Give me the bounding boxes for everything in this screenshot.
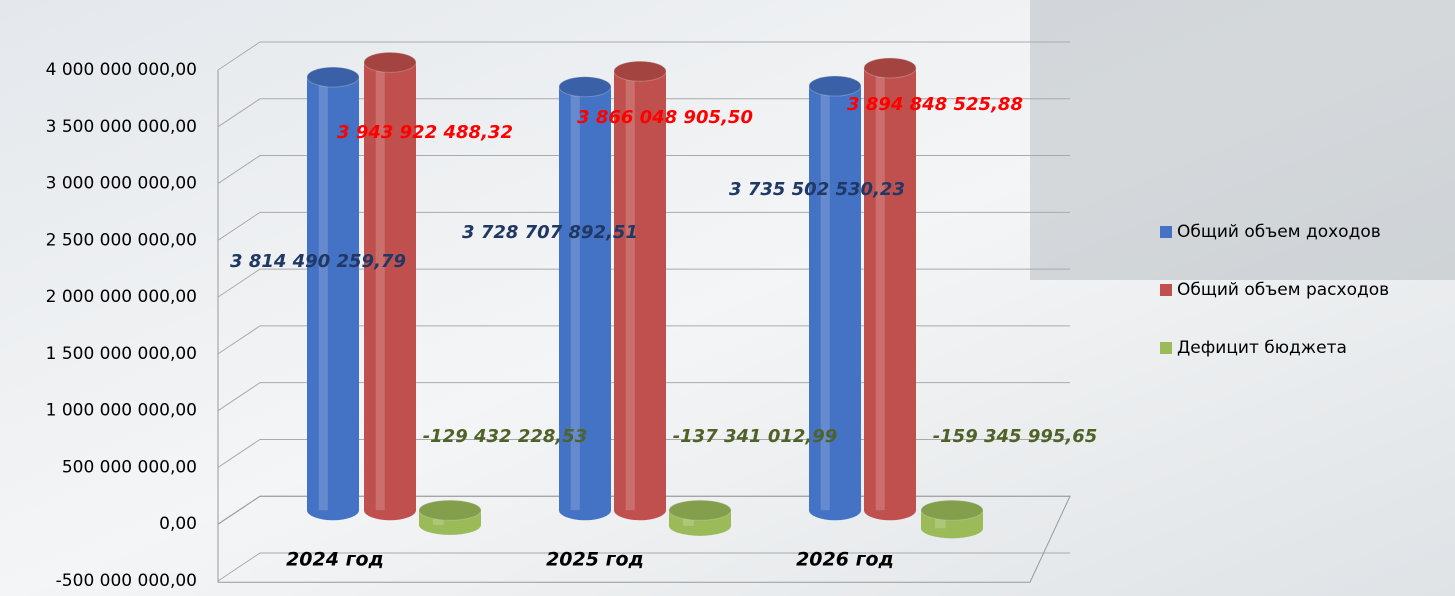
grid-line [217, 268, 1070, 298]
grid-line [217, 98, 1070, 128]
legend-label: Общий объем доходов [1177, 222, 1381, 242]
x-tick-label: 2026 год [796, 549, 894, 571]
bar-part [318, 77, 328, 511]
bar-part [364, 62, 416, 511]
bar-part [570, 86, 580, 511]
legend-swatch [1160, 226, 1172, 238]
value-label: -137 341 012,99 [673, 426, 838, 447]
value-label: 3 943 922 488,32 [337, 122, 513, 143]
bar-part [307, 77, 359, 511]
legend-label: Общий объем расходов [1177, 280, 1389, 300]
bar-part [418, 499, 482, 521]
bar [558, 76, 612, 521]
value-label: -129 432 228,53 [423, 426, 588, 447]
bar-part [875, 67, 885, 511]
bar [808, 75, 862, 521]
value-label: -159 345 995,65 [933, 426, 1098, 447]
bar-part [306, 66, 360, 88]
grid-line [217, 382, 1070, 412]
bar [613, 60, 667, 521]
bar [363, 51, 417, 521]
bar [668, 499, 732, 536]
y-tick-label: 1 000 000 000,00 [46, 401, 197, 421]
bar [863, 57, 917, 521]
grid-line [217, 325, 1070, 355]
y-tick-label: 3 000 000 000,00 [46, 174, 197, 194]
bar-part [613, 60, 667, 82]
legend-swatch [1160, 342, 1172, 354]
value-label: 3 735 502 530,23 [729, 179, 905, 200]
floor [217, 495, 1071, 583]
y-tick-label: 1 500 000 000,00 [46, 344, 197, 364]
y-tick-label: 2 000 000 000,00 [46, 287, 197, 307]
bar-part [864, 67, 916, 511]
grid-line [217, 155, 1070, 184]
y-tick-label: 0,00 [159, 514, 197, 534]
bar-part [559, 86, 611, 511]
grid-line [217, 552, 1070, 582]
legend-swatch [1160, 284, 1172, 296]
bar-part [809, 86, 861, 511]
bar [418, 499, 482, 535]
y-tick-label: -500 000 000,00 [56, 571, 197, 591]
bar-part [625, 71, 635, 511]
legend-label: Дефицит бюджета [1177, 338, 1347, 358]
y-tick-label: 2 500 000 000,00 [46, 230, 197, 250]
y-tick-label: 500 000 000,00 [62, 457, 197, 477]
bar-part [863, 57, 917, 79]
bar-part [375, 62, 385, 511]
grid-line [217, 211, 1070, 241]
bar-part [363, 51, 417, 73]
grid-line [217, 41, 1070, 71]
value-label: 3 866 048 905,50 [577, 107, 753, 128]
y-tick-label: 4 000 000 000,00 [46, 60, 197, 80]
value-label: 3 728 707 892,51 [462, 222, 638, 243]
bar-part [614, 71, 666, 511]
value-label: 3 894 848 525,88 [847, 94, 1023, 115]
grid-line [217, 438, 1070, 468]
bar-part [820, 86, 830, 511]
bar-part [920, 499, 984, 521]
y-tick-label: 3 500 000 000,00 [46, 117, 197, 137]
bar-part [808, 75, 862, 97]
bar-part [668, 499, 732, 521]
bar [920, 499, 984, 539]
x-tick-label: 2024 год [286, 549, 384, 571]
x-tick-label: 2025 год [546, 549, 644, 571]
background-keyboard [1030, 0, 1455, 280]
bar-part [558, 76, 612, 98]
bar [306, 66, 360, 521]
value-label: 3 814 490 259,79 [230, 251, 406, 272]
